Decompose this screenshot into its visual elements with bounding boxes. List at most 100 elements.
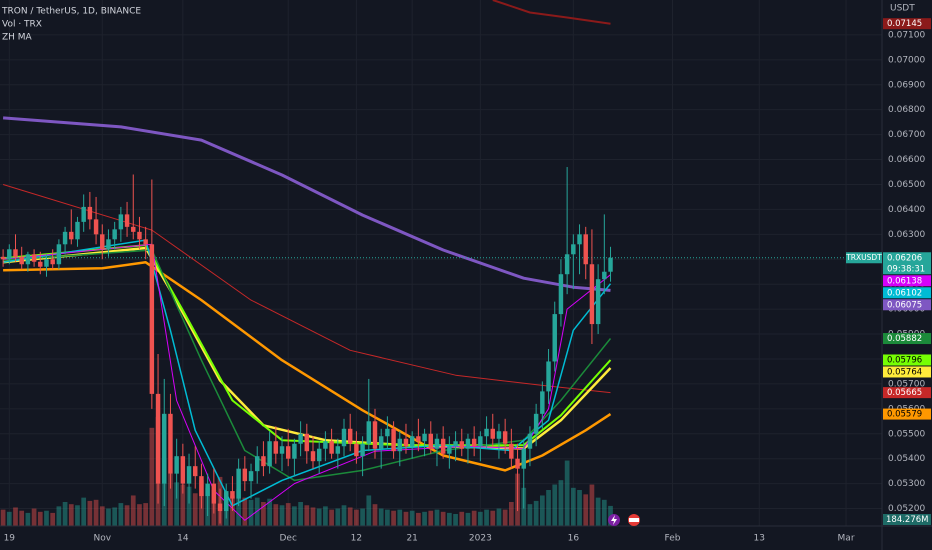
candle-body (347, 428, 353, 444)
volume-bar (323, 506, 328, 526)
volume-legend[interactable]: Vol · TRX (2, 20, 42, 30)
candle-body (447, 446, 452, 454)
ma-tag-text: 0.07145 (887, 19, 922, 29)
symbol-tag-text: TRXUSDT (845, 253, 882, 262)
candle-body (391, 428, 396, 452)
volume-bar (440, 511, 446, 526)
candle-body (298, 433, 303, 444)
candle-body (316, 448, 322, 462)
flag (629, 518, 639, 522)
volume-bar (137, 504, 142, 526)
volume-bar (354, 509, 359, 526)
candle-body (471, 438, 477, 447)
event-icons[interactable] (608, 514, 640, 526)
price-tag (883, 252, 931, 275)
volume-bar (385, 509, 390, 526)
ma-tag-text: 0.06075 (887, 300, 922, 310)
candle-body (106, 239, 111, 250)
volume-bar (192, 493, 198, 526)
candle-body (329, 441, 334, 454)
volume-bar (595, 497, 601, 526)
candle-body (162, 413, 167, 484)
candle-body (81, 206, 86, 222)
candle-body (304, 433, 310, 452)
volume-bar (422, 511, 427, 526)
volume-bar (285, 503, 291, 526)
volume-bar (577, 490, 582, 526)
y-tick-label: 0.07100 (888, 30, 925, 40)
x-tick-label: 13 (754, 534, 765, 544)
y-tick-label: 0.05700 (888, 379, 925, 389)
ma-legend[interactable]: ZH MA (2, 33, 33, 43)
ma-tag (883, 299, 931, 311)
volume-bar (372, 504, 378, 526)
moving-average-line (2, 116, 611, 292)
candle-body (434, 438, 440, 449)
ma-tag (883, 275, 931, 287)
candle-body (515, 458, 520, 469)
countdown: 09:38:31 (887, 264, 925, 274)
candle-body (62, 231, 68, 245)
volume-bar (546, 490, 551, 526)
candle-body (273, 441, 279, 454)
ma-tag (883, 408, 931, 420)
volume-bar (478, 511, 483, 526)
ma-tag (883, 354, 931, 366)
volume-bar (583, 494, 589, 526)
candle-body (224, 491, 229, 512)
x-tick-label: Dec (280, 534, 297, 544)
candle-body (602, 271, 607, 280)
ma-tag-text: 0.06138 (887, 276, 922, 286)
ma-tag-text: 0.05882 (887, 334, 922, 344)
volume-bar (292, 506, 297, 526)
candle-body (428, 433, 434, 449)
volume-bar (168, 473, 173, 526)
candle-body (366, 421, 372, 444)
candle-body (453, 441, 458, 447)
y-tick-label: 0.07000 (888, 55, 925, 65)
candle-body (143, 239, 148, 245)
candle-body (397, 438, 403, 452)
volume-bar (564, 460, 570, 526)
y-tick-label: 0.06300 (888, 230, 925, 240)
candle-body (409, 436, 415, 447)
volume-bar (434, 509, 440, 526)
volume-bar (378, 508, 384, 526)
volume-bar (93, 499, 99, 526)
candle-body (205, 483, 210, 497)
candle-body (546, 361, 551, 392)
candle-body (149, 244, 155, 394)
candle-body (484, 428, 489, 437)
candle-body (589, 264, 595, 325)
volume-bar (180, 484, 186, 526)
moving-average-line (3, 243, 611, 521)
volume-bar (267, 498, 272, 526)
y-tick-label: 0.06900 (888, 80, 925, 90)
volume-bar (465, 512, 471, 526)
candle-body (577, 234, 582, 245)
x-tick-label: 21 (406, 534, 417, 544)
volume-bar (527, 504, 533, 526)
candle-body (267, 441, 272, 467)
candle-body (502, 431, 508, 444)
volume-bar (81, 497, 87, 526)
candle-body (236, 468, 241, 499)
candle-body (211, 483, 217, 504)
volume-bar (329, 509, 334, 526)
y-tick-label: 0.06600 (888, 155, 925, 165)
candle-body (248, 471, 254, 482)
volume-bar (273, 504, 279, 526)
candle-body (608, 257, 613, 272)
x-tick-label: Mar (838, 534, 855, 544)
chart-title[interactable]: TRON / TetherUS, 1D, BINANCE (1, 7, 141, 17)
volume-bar (304, 505, 310, 526)
volume-bar (143, 503, 149, 526)
volume-bar (360, 508, 365, 526)
moving-average-line (3, 261, 612, 472)
candle-body (509, 443, 514, 459)
volume-bar (490, 510, 496, 526)
candle-body (13, 249, 18, 257)
symbol-tag (846, 252, 882, 264)
